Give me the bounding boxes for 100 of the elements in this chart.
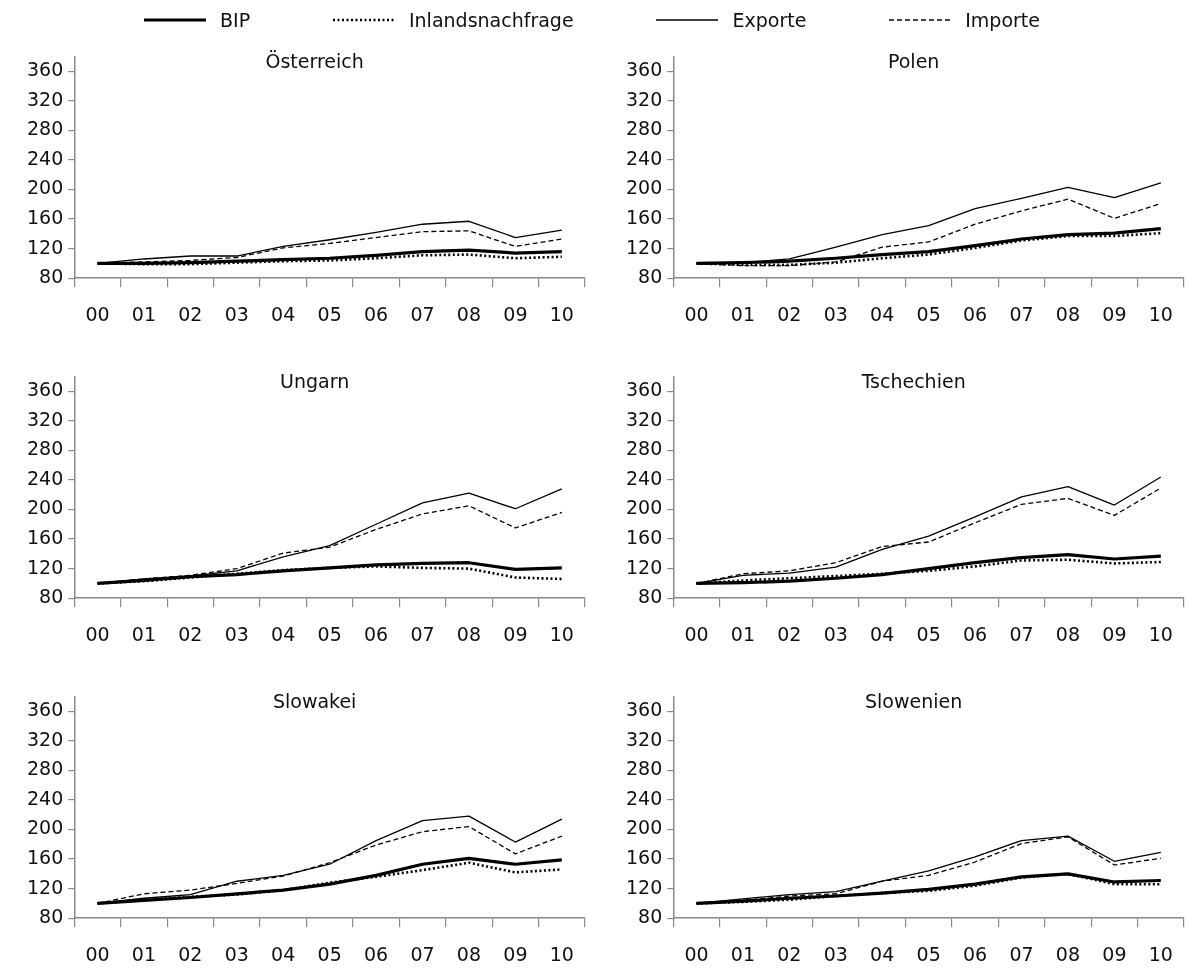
x-tick-label: 01 <box>131 622 157 645</box>
y-tick-label: 120 <box>626 875 663 898</box>
x-tick-label: 02 <box>178 622 203 645</box>
x-tick-label: 02 <box>777 302 802 325</box>
y-tick-label: 120 <box>27 235 64 258</box>
x-tick-label: 01 <box>131 942 157 965</box>
x-tick-label: 04 <box>870 942 895 965</box>
x-tick-label: 02 <box>178 942 203 965</box>
legend-label: Importe <box>965 9 1040 31</box>
x-tick-label: 10 <box>549 302 574 325</box>
y-tick-label: 360 <box>626 378 663 401</box>
y-tick-label: 360 <box>27 58 64 81</box>
x-tick-label: 05 <box>317 942 342 965</box>
y-tick-label: 240 <box>626 466 663 489</box>
y-tick-label: 80 <box>638 585 663 608</box>
x-tick-label: 09 <box>1102 302 1127 325</box>
y-tick-label: 160 <box>27 205 64 228</box>
x-tick-label: 04 <box>870 302 895 325</box>
chart-title: Slowenien <box>865 690 963 713</box>
x-tick-label: 07 <box>410 942 435 965</box>
x-tick-label: 08 <box>456 302 482 325</box>
x-tick-label: 10 <box>549 942 574 965</box>
y-tick-label: 240 <box>626 786 663 809</box>
y-tick-label: 80 <box>638 265 663 288</box>
x-tick-label: 03 <box>224 942 249 965</box>
x-tick-label: 04 <box>271 622 296 645</box>
x-tick-label: 09 <box>503 622 528 645</box>
x-tick-label: 10 <box>1148 302 1173 325</box>
y-tick-label: 280 <box>27 757 64 780</box>
y-tick-label: 200 <box>27 816 64 839</box>
y-tick-label: 320 <box>626 407 663 430</box>
chart-title: Ungarn <box>280 370 350 393</box>
x-tick-label: 03 <box>224 302 249 325</box>
x-tick-label: 09 <box>503 302 528 325</box>
y-tick-label: 240 <box>27 146 64 169</box>
x-tick-label: 08 <box>1055 622 1081 645</box>
x-tick-label: 03 <box>823 302 848 325</box>
x-tick-label: 08 <box>456 942 482 965</box>
chart-title: Polen <box>887 50 940 73</box>
x-tick-label: 03 <box>823 622 848 645</box>
x-tick-label: 04 <box>870 622 895 645</box>
y-tick-label: 160 <box>626 205 663 228</box>
x-tick-label: 09 <box>503 942 528 965</box>
y-tick-label: 320 <box>626 87 663 110</box>
x-tick-label: 00 <box>684 622 709 645</box>
y-tick-label: 120 <box>27 555 64 578</box>
x-tick-label: 05 <box>317 302 342 325</box>
y-tick-label: 240 <box>626 146 663 169</box>
x-tick-label: 06 <box>962 302 988 325</box>
legend-label: Exporte <box>732 9 807 31</box>
y-tick-label: 280 <box>626 757 663 780</box>
x-tick-label: 01 <box>131 302 157 325</box>
x-tick-label: 04 <box>271 942 296 965</box>
x-tick-label: 06 <box>363 622 389 645</box>
y-tick-label: 160 <box>27 525 64 548</box>
y-tick-label: 120 <box>27 875 64 898</box>
y-tick-label: 360 <box>27 378 64 401</box>
x-tick-label: 02 <box>777 942 802 965</box>
x-tick-label: 06 <box>363 942 389 965</box>
y-tick-label: 320 <box>626 727 663 750</box>
x-tick-label: 07 <box>1009 942 1034 965</box>
x-tick-label: 04 <box>271 302 296 325</box>
y-tick-label: 200 <box>626 176 663 199</box>
y-tick-label: 200 <box>626 496 663 519</box>
x-tick-label: 09 <box>1102 942 1127 965</box>
x-tick-label: 01 <box>730 622 756 645</box>
y-tick-label: 80 <box>39 265 64 288</box>
y-tick-label: 280 <box>27 437 64 460</box>
x-tick-label: 07 <box>410 622 435 645</box>
y-tick-label: 160 <box>626 845 663 868</box>
y-tick-label: 320 <box>27 727 64 750</box>
y-tick-label: 80 <box>638 905 663 928</box>
x-tick-label: 03 <box>823 942 848 965</box>
x-tick-label: 02 <box>178 302 203 325</box>
chart-title: Österreich <box>265 50 364 73</box>
y-tick-label: 80 <box>39 905 64 928</box>
y-tick-label: 280 <box>626 117 663 140</box>
y-tick-label: 200 <box>27 176 64 199</box>
y-tick-label: 320 <box>27 87 64 110</box>
x-tick-label: 06 <box>363 302 389 325</box>
x-tick-label: 07 <box>410 302 435 325</box>
y-tick-label: 320 <box>27 407 64 430</box>
x-tick-label: 00 <box>85 942 110 965</box>
y-tick-label: 200 <box>27 496 64 519</box>
x-tick-label: 07 <box>1009 302 1034 325</box>
x-tick-label: 05 <box>916 302 941 325</box>
y-tick-label: 80 <box>39 585 64 608</box>
legend-label: Inlandsnachfrage <box>408 9 574 31</box>
x-tick-label: 05 <box>317 622 342 645</box>
x-tick-label: 01 <box>730 942 756 965</box>
x-tick-label: 03 <box>224 622 249 645</box>
x-tick-label: 05 <box>916 622 941 645</box>
y-tick-label: 160 <box>626 525 663 548</box>
x-tick-label: 00 <box>684 942 709 965</box>
x-tick-label: 10 <box>1148 942 1173 965</box>
y-tick-label: 280 <box>27 117 64 140</box>
x-tick-label: 08 <box>456 622 482 645</box>
x-tick-label: 06 <box>962 942 988 965</box>
y-tick-label: 360 <box>626 58 663 81</box>
x-tick-label: 00 <box>85 622 110 645</box>
